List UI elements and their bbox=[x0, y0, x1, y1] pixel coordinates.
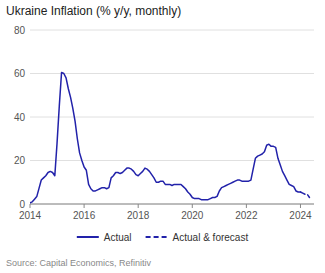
x-tick-label: 2024 bbox=[289, 210, 312, 221]
grid bbox=[30, 30, 314, 204]
title: Ukraine Inflation (% y/y, monthly) bbox=[6, 4, 181, 18]
grid-line bbox=[30, 204, 314, 205]
y-tick-label: 80 bbox=[14, 25, 26, 36]
x-tick-label: 2022 bbox=[235, 210, 258, 221]
grid-line bbox=[30, 73, 314, 74]
x-tick-label: 2020 bbox=[181, 210, 204, 221]
x-tick bbox=[300, 204, 301, 208]
grid-line bbox=[30, 160, 314, 161]
y-tick-label: 0 bbox=[19, 199, 25, 210]
chart: Ukraine Inflation (% y/y, monthly) 0 20 40 6… bbox=[0, 0, 325, 273]
x-tick bbox=[138, 204, 139, 208]
legend-label: Actual & forecast bbox=[173, 232, 249, 243]
legend-swatch bbox=[77, 236, 99, 238]
series-line bbox=[30, 72, 300, 203]
x-tick-label: 2018 bbox=[127, 210, 150, 221]
x-tick bbox=[192, 204, 193, 208]
legend: Actual Actual & forecast bbox=[77, 232, 249, 243]
lines bbox=[30, 72, 309, 203]
x-tick-label: 2016 bbox=[73, 210, 96, 221]
y-tick-label: 40 bbox=[14, 112, 26, 123]
x-axis-line bbox=[30, 204, 314, 205]
x-tick bbox=[30, 204, 31, 208]
legend-item: Actual & forecast bbox=[146, 232, 249, 243]
series-line bbox=[300, 192, 309, 197]
y-tick-label: 60 bbox=[14, 68, 26, 79]
legend-swatch bbox=[146, 236, 168, 238]
legend-item: Actual bbox=[77, 232, 132, 243]
legend-label: Actual bbox=[104, 232, 132, 243]
x-tick-label: 2014 bbox=[19, 210, 42, 221]
source: Source: Capital Economics, Refinitiv bbox=[6, 258, 152, 268]
grid-line bbox=[30, 30, 314, 31]
y-tick-label: 20 bbox=[14, 155, 26, 166]
x-tick bbox=[84, 204, 85, 208]
x-tick bbox=[246, 204, 247, 208]
grid-line bbox=[30, 117, 314, 118]
